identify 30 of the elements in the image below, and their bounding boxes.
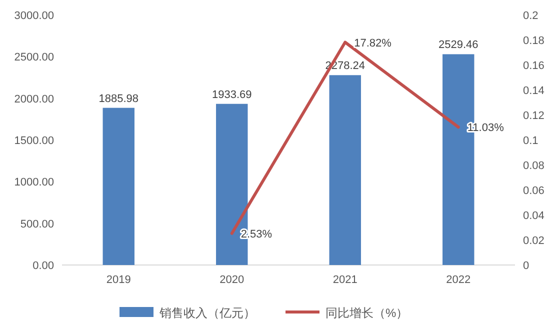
data-label: 1933.69	[212, 88, 252, 101]
y2-tick-label: 0	[523, 260, 530, 272]
y-tick-label: 2500.00	[14, 52, 54, 64]
legend-label: 销售收入（亿元）	[158, 306, 256, 320]
y2-tick-label: 0.18	[523, 35, 544, 47]
x-tick-label: 2020	[220, 274, 244, 286]
bar	[102, 108, 134, 265]
y2-tick-label: 0.08	[523, 160, 544, 172]
x-tick-label: 2021	[332, 274, 358, 286]
y2-tick-label: 0.06	[523, 185, 544, 197]
bar	[329, 75, 361, 265]
y-tick-label: 1000.00	[14, 176, 54, 189]
y2-tick-label: 0.16	[523, 60, 544, 72]
y2-tick-label: 0.2	[523, 10, 538, 22]
y2-tick-label: 0.12	[523, 110, 544, 122]
y2-tick-label: 0.14	[523, 85, 544, 97]
y2-tick-label: 0.1	[523, 135, 538, 147]
data-label: 17.82%	[354, 37, 392, 50]
y-tick-label: 0.00	[32, 260, 54, 272]
x-tick-label: 2022	[446, 274, 471, 286]
y-tick-label: 500.00	[20, 218, 54, 230]
y-tick-label: 3000.00	[14, 10, 54, 22]
x-tick-label: 2019	[106, 274, 131, 286]
y2-tick-label: 0.02	[523, 235, 544, 247]
legend-label: 同比增长（%）	[326, 306, 408, 320]
data-label: 1885.98	[98, 92, 139, 105]
data-label: 2529.46	[438, 39, 478, 52]
y-tick-label: 2000.00	[14, 93, 54, 106]
y-tick-label: 1500.00	[14, 135, 54, 147]
y2-tick-label: 0.04	[523, 210, 544, 222]
